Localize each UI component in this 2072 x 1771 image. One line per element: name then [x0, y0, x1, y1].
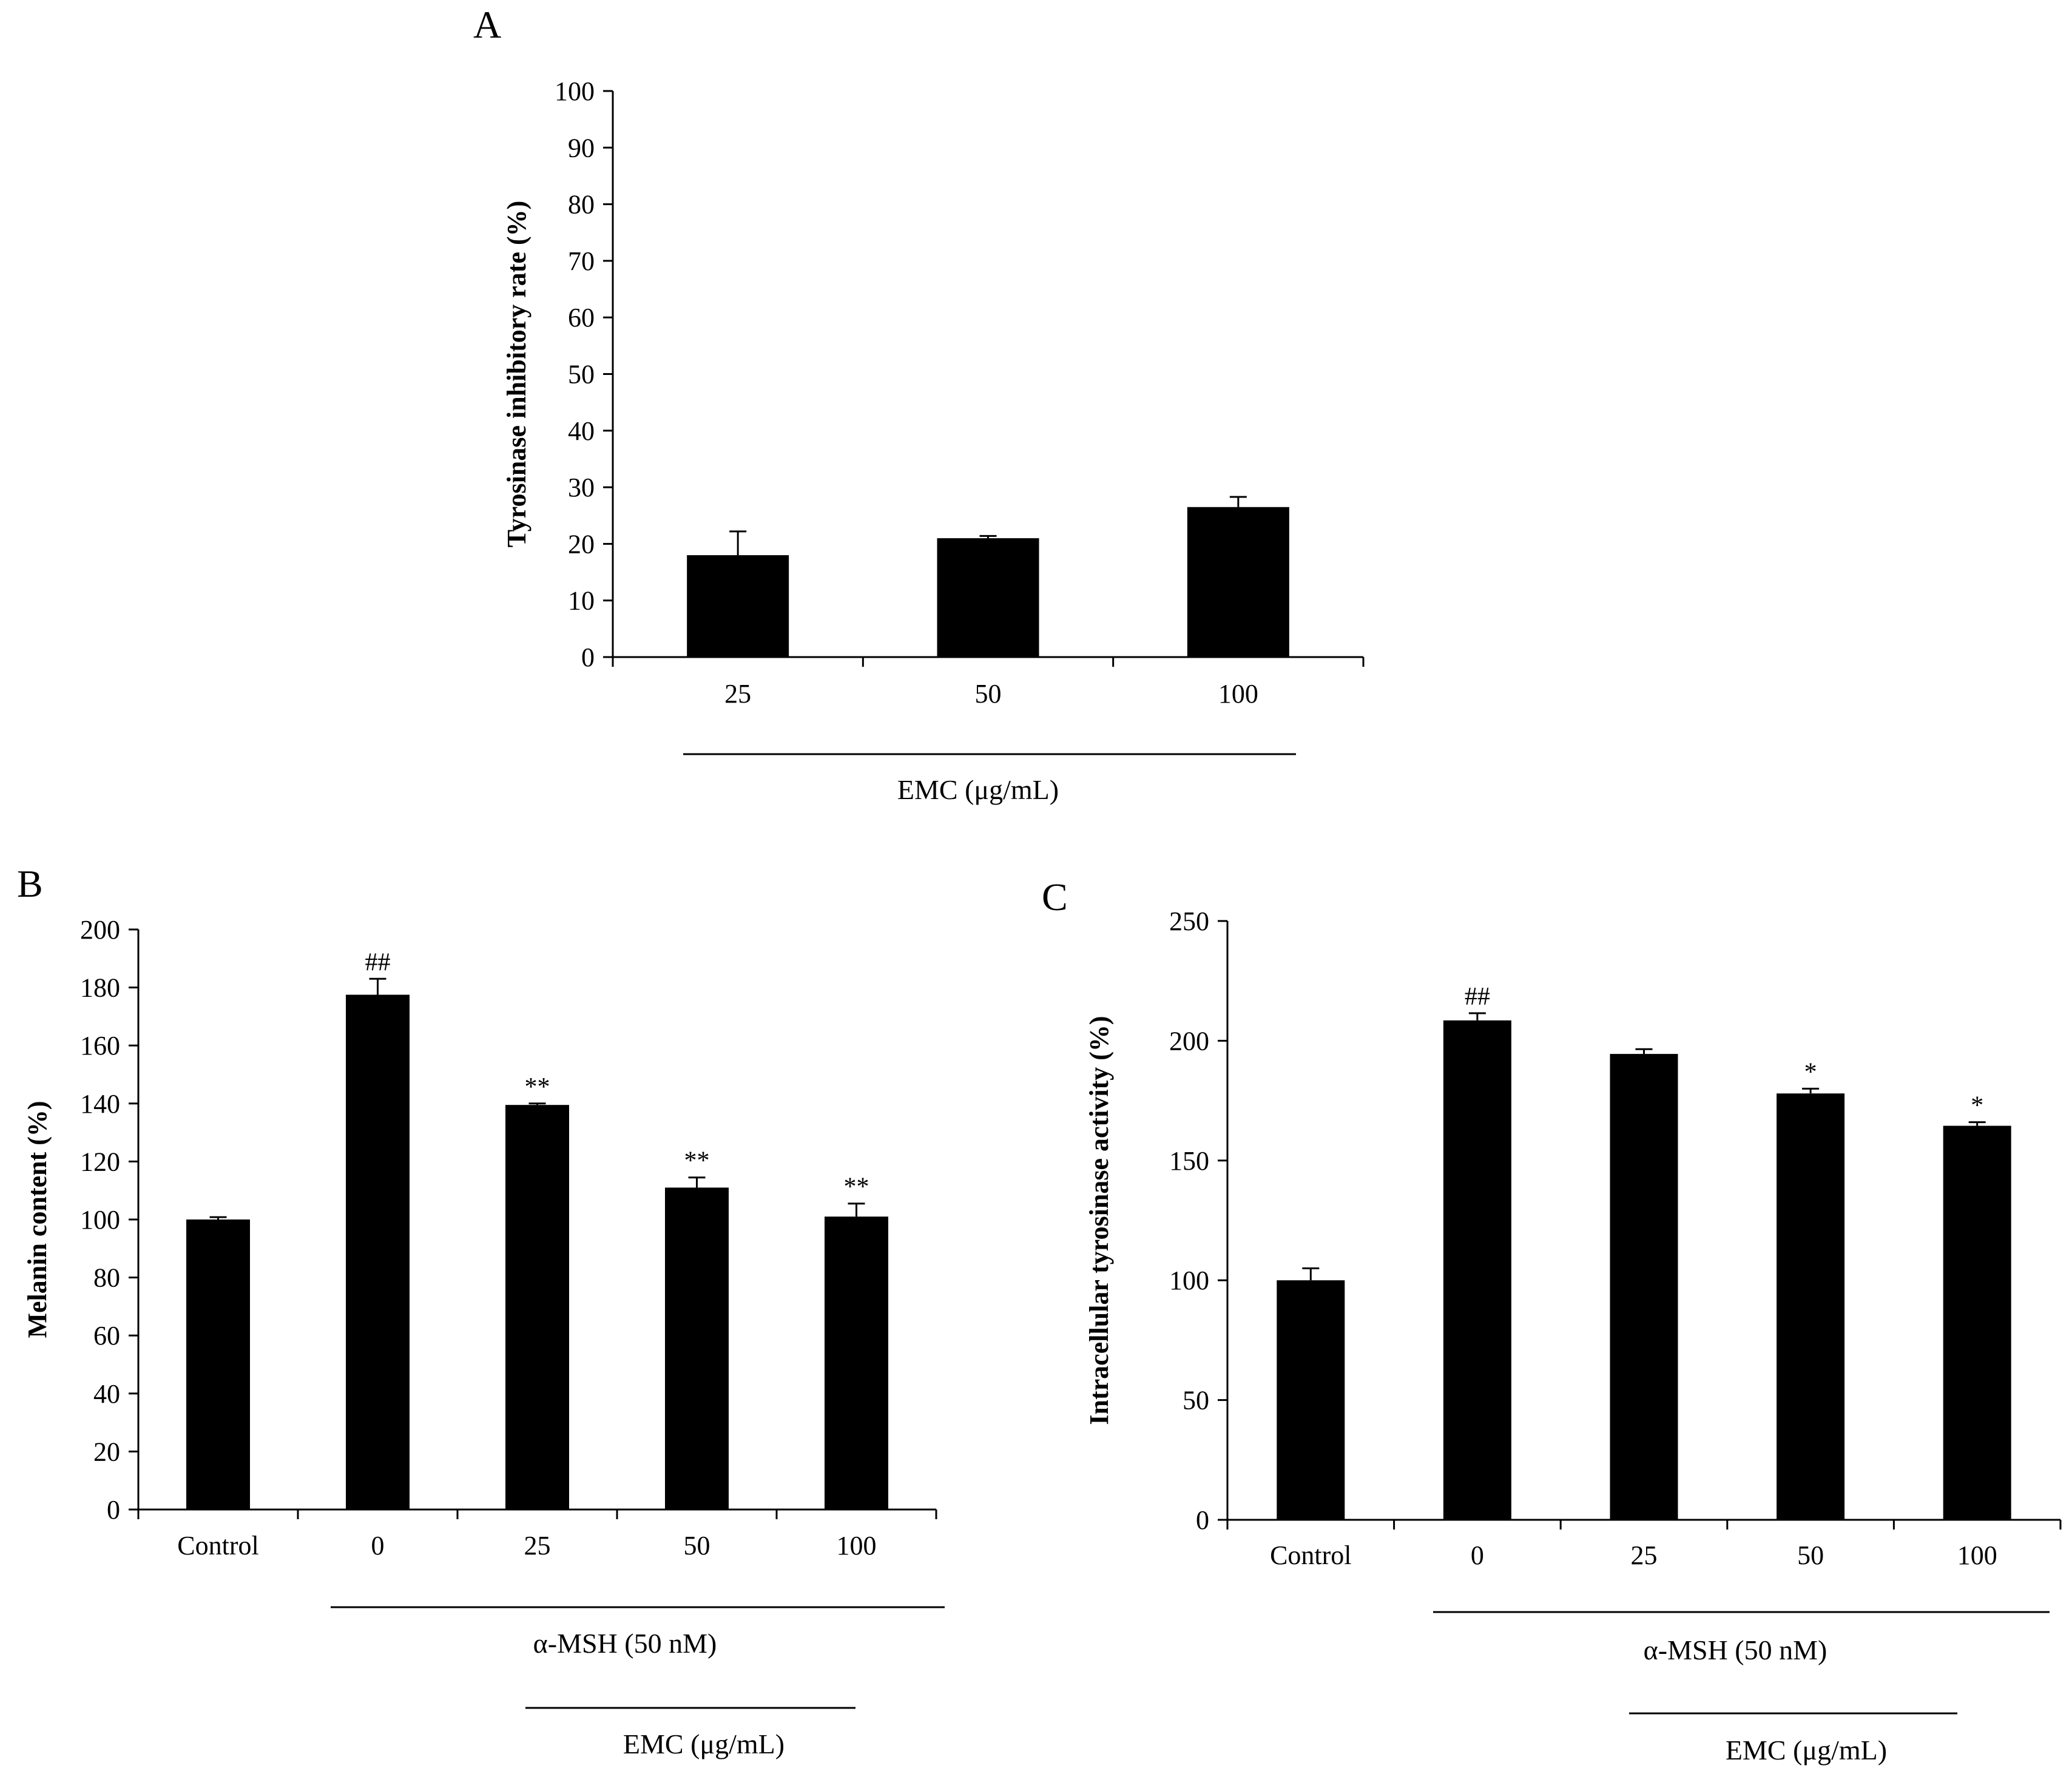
y-tick-label: 100 — [1169, 1266, 1209, 1295]
group-label: α-MSH (50 nM) — [533, 1628, 717, 1659]
bar — [1443, 1020, 1511, 1520]
y-tick-label: 60 — [93, 1321, 120, 1351]
bar — [505, 1105, 569, 1510]
y-tick-label: 0 — [1196, 1505, 1209, 1535]
group-label: EMC (μg/mL) — [897, 774, 1059, 805]
x-tick-label: 0 — [1471, 1540, 1484, 1570]
bar — [1277, 1280, 1345, 1520]
significance-marker: ** — [844, 1173, 869, 1201]
y-tick-label: 50 — [1183, 1386, 1209, 1415]
y-tick-label: 0 — [581, 643, 595, 672]
x-tick-label: 25 — [1631, 1540, 1658, 1570]
panel-label: A — [473, 3, 501, 46]
y-axis-label: Tyrosinase inhibitory rate (%) — [502, 201, 531, 548]
y-tick-label: 20 — [93, 1437, 120, 1466]
panel-b-chart: B 0 20 40 60 80 100 120 140 160 180 200 Melanin cont… — [17, 862, 945, 1759]
group-label: α-MSH (50 nM) — [1644, 1634, 1827, 1665]
group-label: EMC (μg/mL) — [623, 1729, 785, 1759]
panel-label: C — [1042, 875, 1068, 919]
y-tick-label: 80 — [93, 1263, 120, 1293]
significance-marker: ## — [365, 948, 391, 976]
y-tick-label: 80 — [568, 190, 595, 220]
bar — [687, 555, 789, 657]
bar — [1187, 507, 1289, 657]
significance-marker: ** — [525, 1073, 550, 1101]
group-label: EMC (μg/mL) — [1726, 1735, 1887, 1766]
bar — [186, 1219, 250, 1510]
y-tick-label: 150 — [1169, 1146, 1209, 1176]
significance-marker: * — [1971, 1092, 1983, 1120]
x-tick-label: 100 — [1218, 679, 1258, 709]
y-tick-label: 0 — [107, 1495, 120, 1525]
y-tick-label: 180 — [80, 973, 120, 1003]
y-tick-label: 30 — [568, 473, 595, 502]
y-tick-label: 100 — [555, 76, 595, 106]
y-tick-label: 40 — [93, 1379, 120, 1409]
x-tick-label: Control — [1270, 1540, 1351, 1570]
bar — [937, 538, 1039, 657]
significance-marker: ## — [1465, 983, 1490, 1011]
y-tick-label: 40 — [568, 416, 595, 446]
y-tick-label: 160 — [80, 1031, 120, 1061]
y-axis-label: Melanin content (%) — [22, 1101, 52, 1338]
y-tick-label: 120 — [80, 1147, 120, 1176]
y-tick-label: 200 — [80, 915, 120, 945]
y-tick-label: 50 — [568, 360, 595, 390]
y-tick-label: 90 — [568, 133, 595, 163]
x-tick-label: 100 — [837, 1531, 877, 1560]
x-tick-label: 25 — [524, 1531, 551, 1560]
significance-marker: * — [1804, 1058, 1817, 1086]
x-tick-label: 0 — [371, 1531, 385, 1560]
x-tick-label: 50 — [975, 679, 1002, 709]
bar — [1943, 1125, 2011, 1520]
x-tick-label: 50 — [1797, 1540, 1824, 1570]
y-tick-label: 20 — [568, 529, 595, 559]
x-tick-label: 50 — [684, 1531, 710, 1560]
bar — [1777, 1093, 1845, 1520]
bar — [825, 1216, 888, 1510]
panel-a-chart: A 0 10 20 30 40 50 60 70 80 90 100 Tyrosinase inhibi… — [473, 3, 1365, 805]
y-tick-label: 70 — [568, 246, 595, 276]
bar — [665, 1187, 729, 1510]
y-tick-label: 140 — [80, 1089, 120, 1119]
y-tick-label: 250 — [1169, 906, 1209, 936]
significance-marker: ** — [684, 1147, 710, 1175]
y-tick-label: 200 — [1169, 1026, 1209, 1056]
bar — [1610, 1054, 1678, 1520]
y-tick-label: 10 — [568, 586, 595, 616]
x-tick-label: 100 — [1957, 1540, 1997, 1570]
panel-label: B — [17, 862, 43, 905]
y-axis-label: Intracellular tyrosinase activity (%) — [1084, 1016, 1114, 1425]
bar — [346, 994, 410, 1510]
x-tick-label: 25 — [724, 679, 751, 709]
y-tick-label: 100 — [80, 1205, 120, 1235]
y-tick-label: 60 — [568, 303, 595, 332]
x-tick-label: Control — [177, 1531, 258, 1560]
